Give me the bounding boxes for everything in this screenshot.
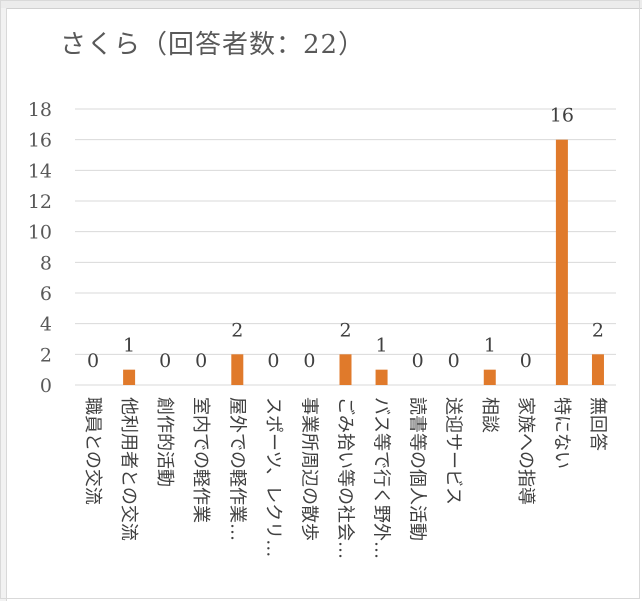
y-tick-label: 14: [28, 160, 52, 182]
bar: [591, 354, 604, 385]
data-label: 0: [87, 350, 99, 372]
x-category-label: 室内での軽作業: [190, 397, 211, 523]
y-tick-label: 10: [28, 222, 52, 244]
data-label: 0: [267, 350, 279, 372]
x-category-label: 家族への指導: [515, 397, 536, 505]
data-label: 1: [123, 335, 135, 357]
x-category-label: バス等で行く野外…: [371, 397, 392, 559]
data-label: 2: [339, 319, 351, 341]
y-tick-label: 6: [40, 283, 52, 305]
data-label: 2: [592, 319, 604, 341]
y-tick-label: 18: [28, 99, 52, 121]
y-tick-label: 16: [28, 130, 52, 152]
data-label: 2: [231, 319, 243, 341]
data-label: 1: [376, 335, 388, 357]
data-labels: 0 1 0 0 2 0 0 2 1 0 0 1 0 16 2: [87, 105, 604, 372]
chart-title: さくら（回答者数：22）: [60, 30, 366, 60]
x-category-label: 送迎サービス: [443, 397, 464, 505]
y-tick-label: 12: [28, 191, 52, 213]
y-tick-label: 2: [40, 344, 52, 366]
data-label: 0: [520, 350, 532, 372]
x-category-label: スポーツ、レクリ…: [262, 397, 283, 557]
x-category-label: 創作的活動: [154, 397, 175, 487]
bar: [123, 369, 136, 385]
bars: [123, 139, 604, 385]
x-axis: 職員との交流 他利用者との交流 創作的活動 室内での軽作業 屋外での軽作業… スポーツ、レ…: [82, 397, 608, 559]
data-label: 0: [448, 350, 460, 372]
x-category-label: 職員との交流: [82, 397, 103, 505]
x-category-label: 屋外での軽作業…: [226, 397, 247, 541]
y-tick-label: 4: [40, 314, 52, 336]
y-axis: 0 2 4 6 8 10 12 14 16 18: [28, 99, 52, 397]
x-category-label: 特にない: [551, 397, 572, 469]
bar: [231, 354, 244, 385]
data-label: 0: [159, 350, 171, 372]
data-label: 1: [484, 335, 496, 357]
x-category-label: ごみ拾い等の社会…: [335, 397, 356, 559]
y-tick-label: 8: [40, 252, 52, 274]
data-label: 0: [195, 350, 207, 372]
bar: [483, 369, 496, 385]
data-label: 0: [303, 350, 315, 372]
gridlines: [75, 108, 616, 386]
x-category-label: 相談: [479, 397, 500, 433]
data-label: 16: [550, 105, 574, 127]
y-tick-label: 0: [40, 375, 52, 397]
data-label: 0: [412, 350, 424, 372]
bar: [375, 369, 388, 385]
x-category-label: 他利用者との交流: [118, 397, 139, 541]
x-category-label: 無回答: [587, 397, 608, 451]
window-top-edge: [0, 0, 642, 9]
x-category-label: 読書等の個人活動: [407, 397, 428, 541]
bar: [555, 139, 568, 385]
x-category-label: 事業所周辺の散歩: [298, 397, 319, 541]
window-left-edge: [0, 8, 7, 601]
bar: [339, 354, 352, 385]
